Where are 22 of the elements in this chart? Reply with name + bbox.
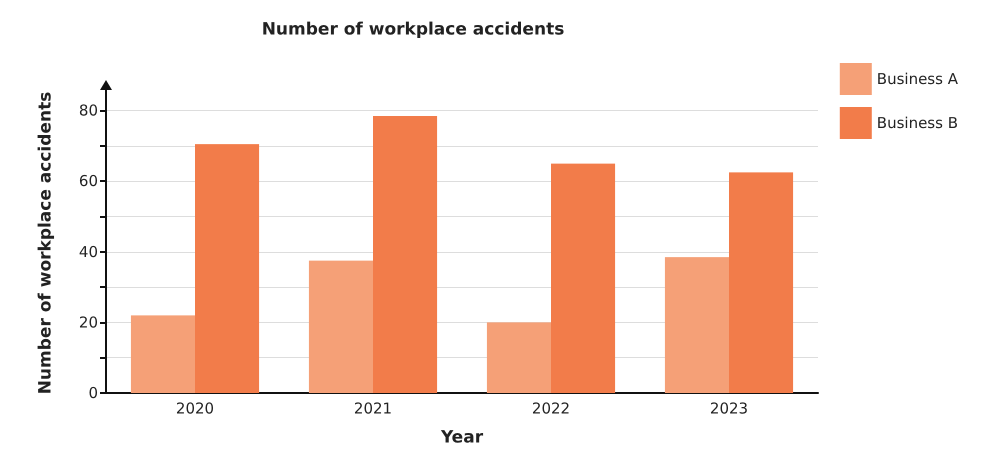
legend-label: Business A: [876, 70, 959, 88]
chart-title: Number of workplace accidents: [262, 20, 564, 40]
bar: [664, 257, 729, 393]
legend-label: Business B: [876, 114, 958, 132]
x-tick-label: 2023: [710, 400, 748, 418]
y-tick-label: 60: [78, 172, 98, 190]
bar: [130, 315, 195, 393]
bar: [373, 116, 438, 393]
y-axis-title: Number of workplace accidents: [36, 92, 56, 394]
bar: [729, 172, 794, 393]
y-tick-label: 40: [78, 242, 98, 261]
x-tick-label: 2020: [176, 400, 214, 418]
x-axis-title: Year: [440, 428, 484, 448]
bar: [195, 144, 260, 393]
bar: [486, 322, 551, 393]
y-tick-label: 0: [88, 384, 98, 402]
x-tick-label: 2021: [354, 400, 392, 418]
x-tick-label: 2022: [532, 400, 570, 418]
y-tick-label: 20: [78, 313, 98, 332]
bar: [308, 260, 373, 393]
bar: [551, 164, 616, 393]
y-tick-label: 80: [78, 102, 98, 120]
